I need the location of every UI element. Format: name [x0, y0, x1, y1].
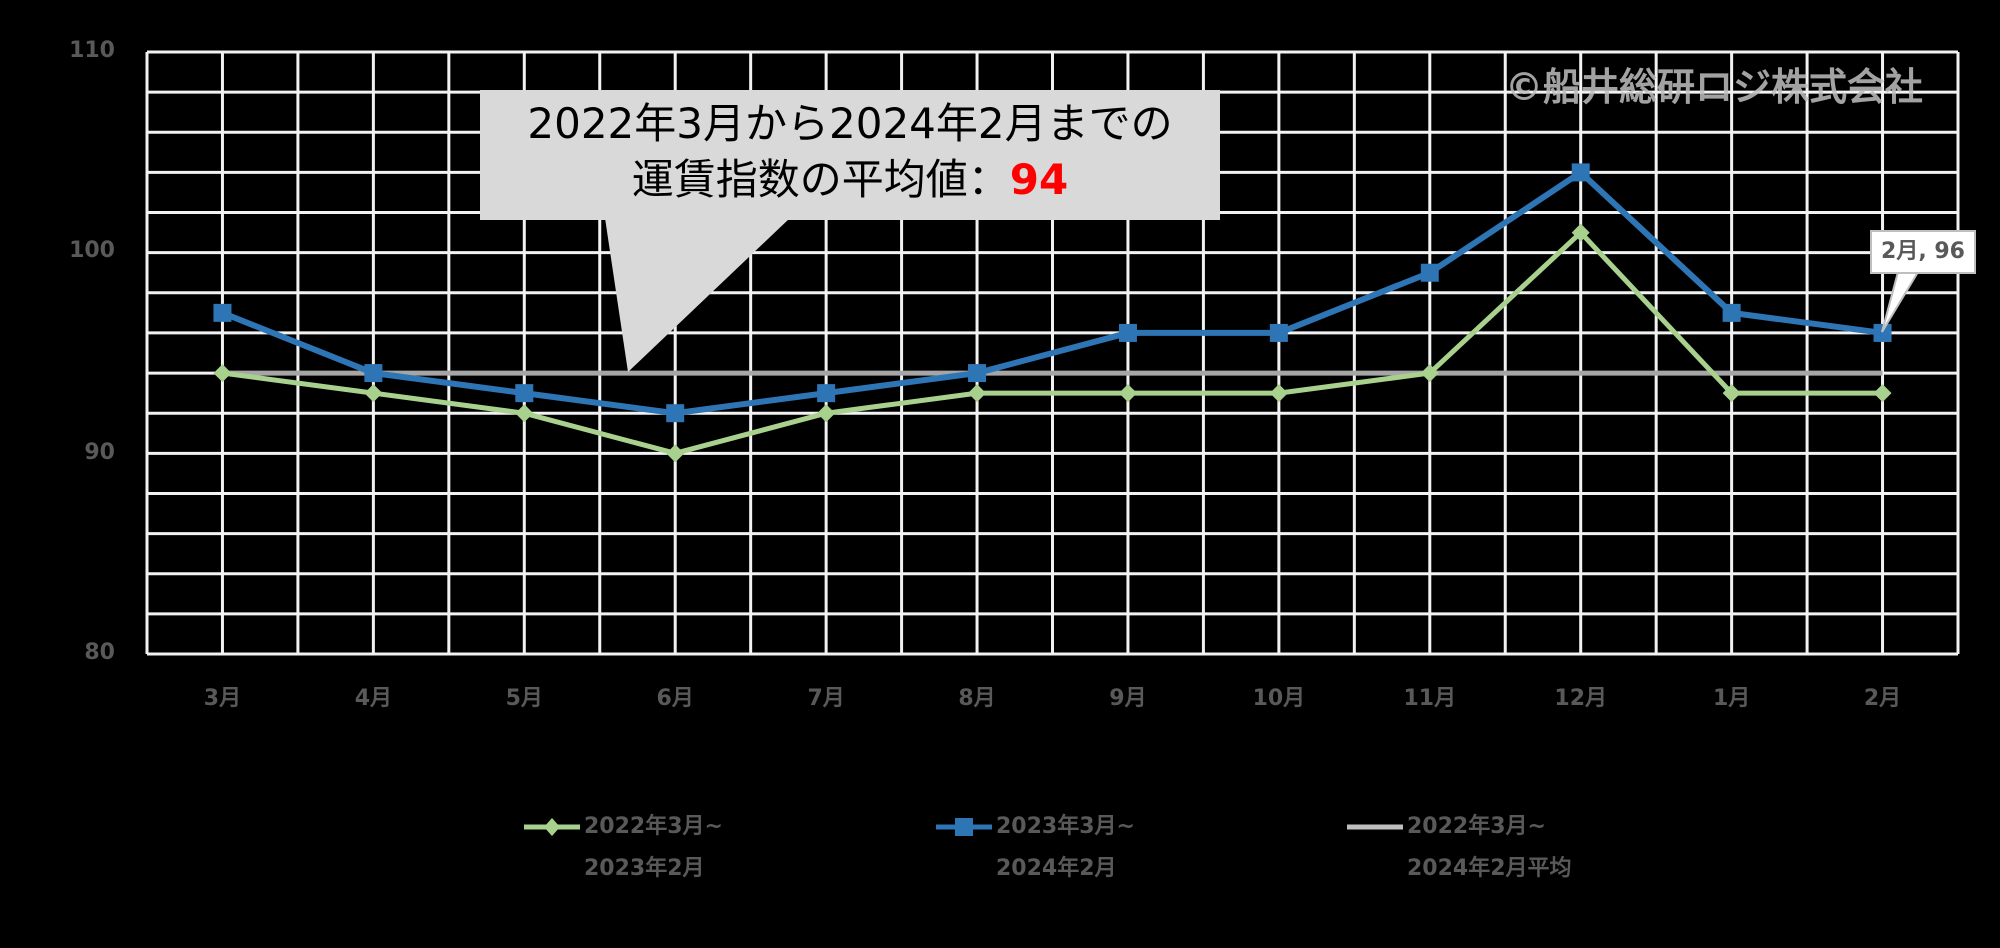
- line-marker-icon: [1347, 824, 1403, 830]
- callout-average-value: 94: [1009, 155, 1069, 204]
- square-marker-icon: [936, 818, 992, 836]
- y-tick-80: 80: [84, 640, 115, 665]
- data-label-pointer: [1881, 271, 1920, 333]
- x-tick-label: 6月: [656, 686, 694, 711]
- x-tick-label: 12月: [1554, 686, 1608, 711]
- callout-pointer: [605, 218, 790, 372]
- x-tick-label: 8月: [958, 686, 996, 711]
- x-tick-label: 3月: [203, 686, 242, 711]
- copyright-watermark: ©船井総研ロジ株式会社: [1505, 65, 1924, 109]
- legend-label: 2023年3月~ 2024年2月: [996, 814, 1135, 881]
- y-tick-90: 90: [84, 440, 115, 465]
- data-label-feb: 2月, 96: [1870, 230, 1976, 274]
- callout-line2: 運賃指数の平均値：94: [631, 155, 1069, 204]
- legend-label: 2022年3月~ 2024年2月平均: [1407, 814, 1572, 881]
- x-tick-label: 7月: [807, 686, 845, 711]
- x-tick-label: 11月: [1403, 686, 1457, 711]
- average-callout: 2022年3月から2024年2月までの 運賃指数の平均値：94: [480, 90, 1220, 220]
- legend-label: 2022年3月~ 2023年2月: [584, 814, 723, 881]
- x-tick-label: 4月: [354, 686, 393, 711]
- x-tick-label: 2月: [1863, 686, 1902, 711]
- x-tick-label: 1月: [1712, 686, 1751, 711]
- x-tick-label: 5月: [505, 686, 543, 711]
- y-tick-110: 110: [69, 38, 115, 63]
- y-tick-100: 100: [69, 238, 115, 263]
- series-lines: [213, 163, 1892, 463]
- diamond-marker-icon: [524, 818, 580, 836]
- x-tick-label: 9月: [1109, 686, 1147, 711]
- callout-line1: 2022年3月から2024年2月までの: [527, 99, 1173, 148]
- x-tick-label: 10月: [1252, 686, 1306, 711]
